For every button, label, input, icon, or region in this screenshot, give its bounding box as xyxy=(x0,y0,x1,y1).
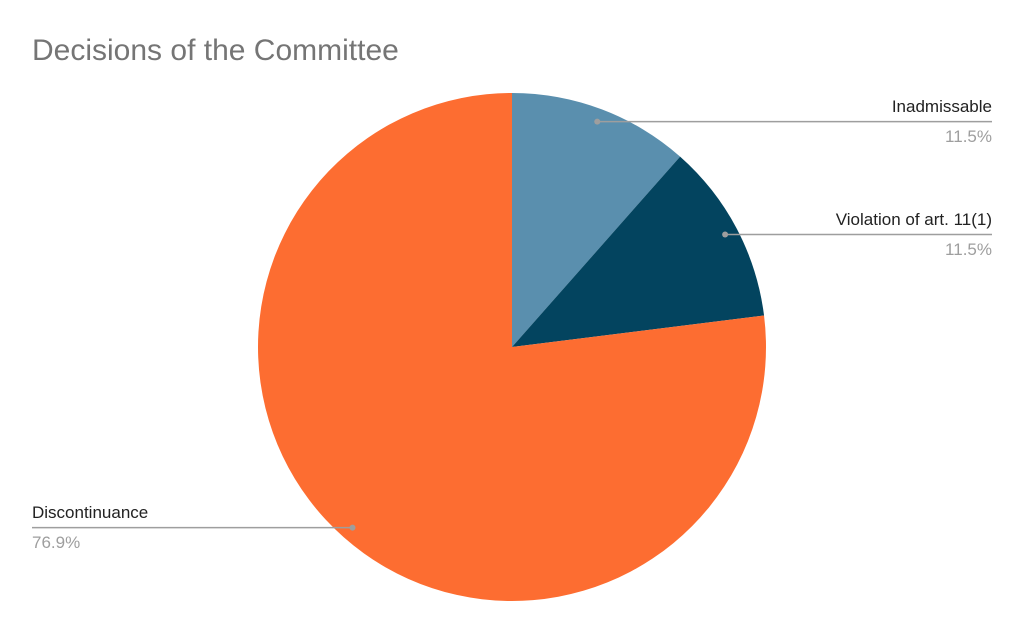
slice-label: Violation of art. 11(1) xyxy=(836,210,992,229)
slice-value-label: 11.5% xyxy=(945,240,992,259)
pie-slice xyxy=(512,93,681,347)
pie-slice xyxy=(258,93,766,601)
pie-slice xyxy=(512,156,765,347)
leader-dot xyxy=(594,118,601,125)
slice-label: Discontinuance xyxy=(32,503,148,522)
leader-dot xyxy=(722,231,729,238)
leader-dot xyxy=(349,524,356,531)
slice-value-label: 11.5% xyxy=(945,127,992,146)
chart-title: Decisions of the Committee xyxy=(32,34,399,67)
slice-label: Inadmissable xyxy=(892,97,992,116)
slice-value-label: 76.9% xyxy=(32,533,80,552)
